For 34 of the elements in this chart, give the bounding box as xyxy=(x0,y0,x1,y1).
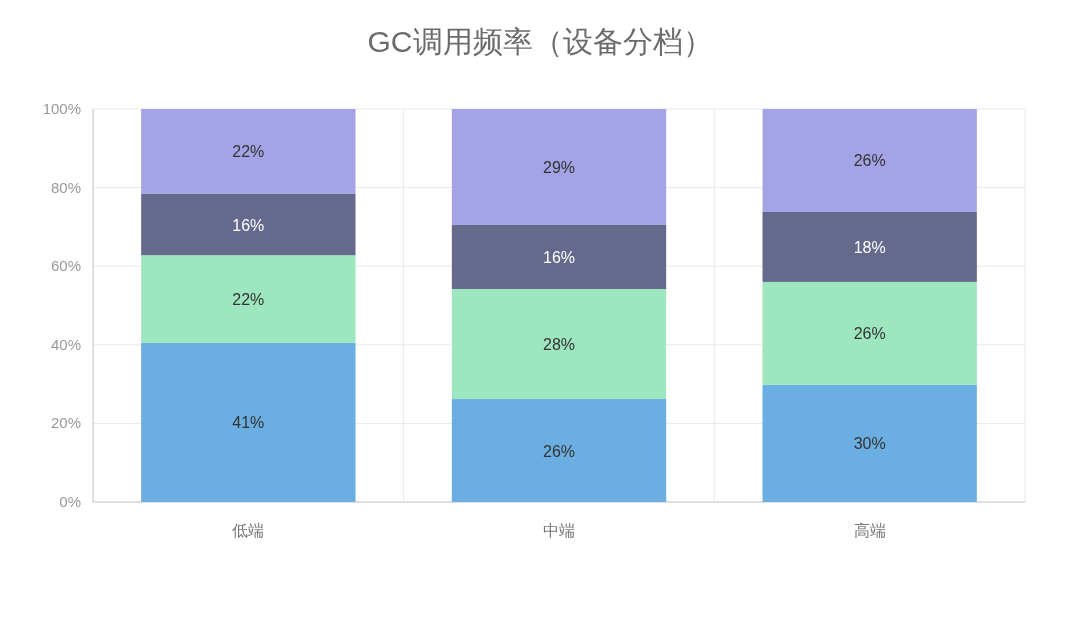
bar xyxy=(451,399,667,502)
bar xyxy=(762,384,977,502)
data-label: 29% xyxy=(542,158,576,176)
data-label: 26% xyxy=(853,325,886,343)
data-label: 22% xyxy=(232,143,265,161)
data-label: 22% xyxy=(232,291,265,309)
data-label: 41% xyxy=(232,414,265,432)
bar xyxy=(762,281,977,385)
y-tick-label: 0% xyxy=(59,493,81,510)
bar xyxy=(141,109,356,194)
bar xyxy=(141,342,356,502)
bar xyxy=(762,211,977,282)
data-label: 16% xyxy=(542,248,576,266)
x-tick-label: 高端 xyxy=(853,522,886,539)
data-label: 28% xyxy=(542,336,576,354)
bar xyxy=(141,255,356,343)
x-tick-label: 中端 xyxy=(543,522,575,539)
y-tick-label: 80% xyxy=(50,178,81,196)
bar xyxy=(141,193,356,256)
data-label: 26% xyxy=(542,442,576,460)
y-tick-label: 60% xyxy=(50,257,81,275)
bar xyxy=(451,288,667,400)
y-tick-label: 40% xyxy=(50,335,81,353)
x-tick-label: 低端 xyxy=(232,522,265,539)
data-label: 30% xyxy=(853,435,886,453)
data-label: 26% xyxy=(853,152,886,170)
data-label: 16% xyxy=(232,216,265,234)
bar xyxy=(762,109,977,212)
chart-title: GC调用频率（设备分档） xyxy=(367,25,713,58)
y-tick-label: 100% xyxy=(42,100,81,117)
data-label: 18% xyxy=(853,238,886,256)
bar xyxy=(451,224,667,289)
bar xyxy=(451,109,667,225)
y-tick-label: 20% xyxy=(50,414,81,432)
